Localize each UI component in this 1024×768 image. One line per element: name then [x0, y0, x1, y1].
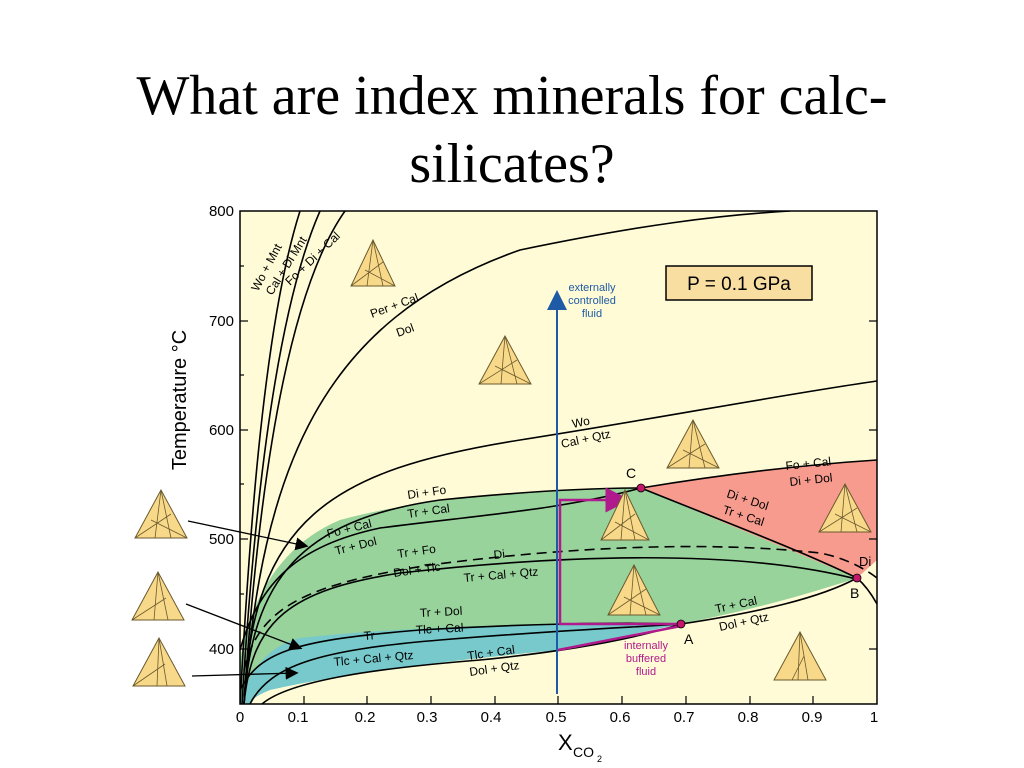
talc-field: [240, 623, 681, 704]
y-tick-label: 600: [209, 422, 234, 439]
reaction-label: Tr + Cal: [406, 501, 450, 521]
y-tick-label: 500: [209, 531, 234, 548]
di-dol-tr-cal-curve: [640, 487, 858, 579]
triangle-icon: [818, 482, 872, 533]
x-tick-label: 0.6: [610, 709, 631, 726]
reaction-label: Tr + Cal + Qtz: [463, 565, 539, 585]
reaction-label: Di + Fo: [406, 483, 447, 502]
x-tick-label: 0.2: [355, 709, 376, 726]
invariant-point-b: [852, 573, 862, 583]
pointer-arrow: [185, 603, 303, 651]
triangle-icon: [478, 334, 532, 385]
y-tick-label: 400: [209, 641, 234, 658]
slide-title-line-2: silicates?: [409, 133, 615, 195]
triangle-icon: [132, 636, 186, 687]
reaction-label: Tr + Fo: [396, 542, 436, 561]
triangle-icon: [131, 570, 185, 621]
buffer-fluid-label: internally: [624, 640, 669, 652]
x-tick-label: 0.5: [546, 709, 567, 726]
y-tick-label: 700: [209, 313, 234, 330]
triangle-icon: [134, 488, 188, 539]
reaction-label: Tr + Dol: [419, 604, 462, 620]
x-axis-title-main: X: [558, 730, 573, 755]
x-axis-title-subsub: 2: [597, 754, 602, 764]
x-axis-title: X CO 2: [558, 730, 602, 764]
slide-title-line-1: What are index minerals for calc-: [136, 65, 888, 127]
triangle-icon: [607, 563, 661, 616]
reaction-label: Tlc + Cal: [466, 642, 515, 663]
internally-buffered-path-upper: [558, 487, 681, 626]
point-label-di: Di: [859, 554, 871, 569]
di-stability-dashed-curve: [243, 545, 877, 671]
reaction-label: Di: [493, 547, 506, 562]
pointer-arrow: [187, 520, 309, 551]
x-tick-label: 0.8: [738, 709, 759, 726]
x-tick-label: 0.4: [481, 709, 502, 726]
reaction-label: Tlc + Cal + Qtz: [333, 648, 414, 669]
y-tick-label: 800: [209, 203, 234, 220]
tr-cal-dol-qtz-curve: [680, 577, 858, 625]
x-tick-label: 0.7: [674, 709, 695, 726]
reaction-label: Tlc + Cal: [415, 621, 463, 637]
per-cal-dol-curve: [243, 211, 791, 704]
buffer-fluid-label: buffered: [626, 653, 666, 665]
di-fo-tr-cal-curve: [243, 487, 642, 704]
point-label-b: B: [850, 585, 859, 601]
triangle-icon: [773, 630, 827, 681]
x-tick-label: 1: [870, 709, 878, 726]
x-tick-label: 0.3: [417, 709, 438, 726]
fo-cal-tr-dol-curve: [240, 487, 642, 651]
point-label-c: C: [626, 465, 636, 481]
diopside-field: [641, 460, 877, 578]
external-fluid-label: fluid: [582, 308, 602, 320]
buffer-fluid-label: fluid: [636, 666, 656, 678]
reaction-label: Di + Dol: [789, 471, 833, 489]
triangle-icon: [350, 238, 396, 287]
x-tick-label: 0.1: [288, 709, 309, 726]
wo-cal-qtz-curve: [243, 380, 877, 704]
fo-di-cal-curve: [243, 211, 346, 704]
slide-title: What are index minerals for calc- silica…: [0, 62, 1024, 198]
tremolite-field: [240, 488, 857, 704]
reaction-label: Dol + Tlc: [392, 560, 441, 580]
pointer-arrow: [191, 666, 299, 680]
reaction-label: Tr: [363, 628, 375, 643]
invariant-point-c: [636, 483, 646, 493]
internally-buffered-path-lower: [557, 624, 682, 652]
pressure-box: P = 0.1 GPa: [665, 265, 813, 301]
y-axis-title: Temperature °C: [169, 330, 191, 470]
x-tick-label: 0: [236, 709, 244, 726]
reaction-label: Dol + Qtz: [468, 658, 520, 679]
triangle-icon: [600, 488, 650, 541]
cal-di-mnt-curve: [241, 211, 321, 704]
tr-fo-dol-tlc-curve: [243, 556, 861, 704]
reaction-label: Wo: [571, 413, 592, 430]
tlc-cal-dol-qtz-curve: [261, 623, 682, 704]
x-tick-label: 0.9: [802, 709, 823, 726]
pressure-label: P = 0.1 GPa: [687, 274, 791, 295]
x-axis-title-sub: CO: [573, 744, 594, 760]
external-fluid-label: controlled: [568, 295, 616, 307]
reaction-label: Dol: [394, 321, 416, 340]
fo-cal-di-dol-curve: [640, 459, 877, 489]
reaction-label: Fo + Cal: [785, 454, 832, 473]
triangle-icon: [666, 418, 720, 469]
point-label-a: A: [684, 631, 694, 647]
external-fluid-label: externally: [568, 282, 616, 294]
invariant-point-a: [676, 619, 686, 629]
